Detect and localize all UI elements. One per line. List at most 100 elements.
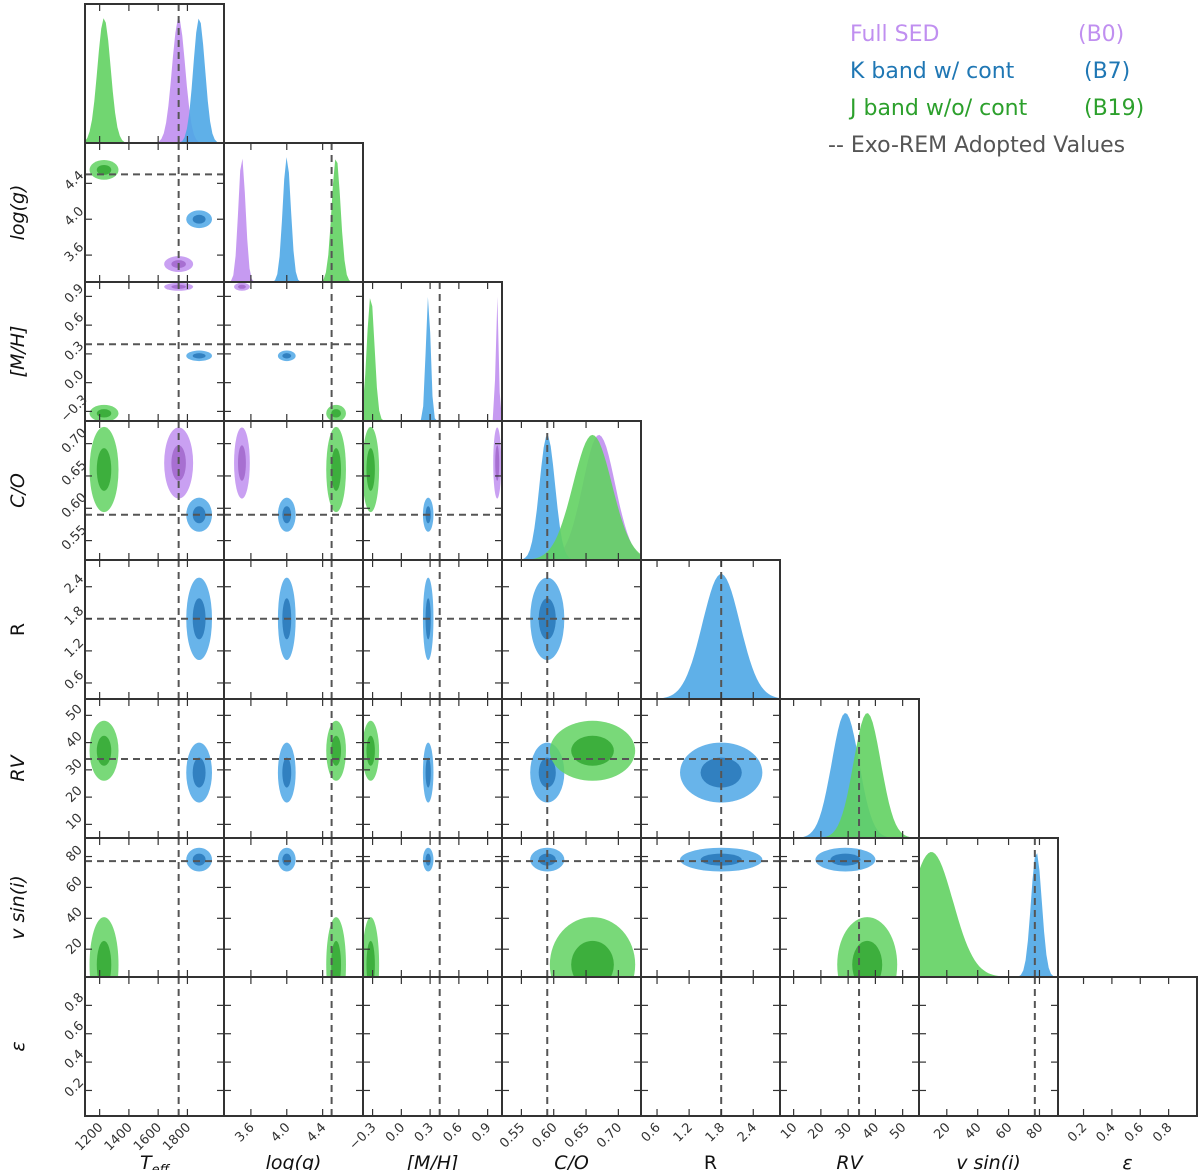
- x-tick-label: 20: [931, 1120, 953, 1142]
- contour-inner-b19: [96, 940, 112, 977]
- panel-mh-teff: [85, 282, 224, 421]
- panel-co-teff: [85, 421, 224, 560]
- marginal-b7: [224, 157, 363, 282]
- panel-frame: [501, 559, 642, 700]
- panel-vsini-mh: [363, 838, 502, 977]
- panel-logg-teff: [85, 143, 224, 282]
- panel-r-mh: [363, 560, 502, 699]
- contour-inner-b7: [282, 353, 292, 359]
- x-tick-label: 0.9: [469, 1120, 494, 1145]
- panel-frame: [1057, 976, 1198, 1117]
- panel-rv-r: [641, 699, 780, 838]
- panel-co-logg: [224, 421, 363, 560]
- marginal-b19: [85, 18, 224, 143]
- x-tick-label: 3.6: [232, 1120, 257, 1145]
- x-axis-label-rv: RV: [836, 1152, 864, 1170]
- marginal-b19: [919, 852, 1058, 977]
- contour-inner-b19: [96, 409, 112, 418]
- contour-inner-b0: [495, 445, 500, 481]
- x-tick-label: 50: [887, 1120, 909, 1142]
- legend: Full SED (B0) K band w/ cont (B7) J band…: [828, 22, 1188, 172]
- x-axis-label-eps: ε: [1122, 1152, 1132, 1170]
- contour-inner-b19: [366, 735, 375, 766]
- y-axis-label-vsini: v sin(i): [7, 875, 29, 940]
- x-tick-label: −0.3: [346, 1120, 379, 1153]
- contour-inner-b7: [538, 853, 556, 866]
- y-axis-label-eps: ε: [7, 1041, 29, 1051]
- panel-frame: [223, 281, 364, 422]
- y-tick-label: 0.9: [62, 281, 87, 306]
- contour-inner-b19: [571, 940, 614, 977]
- panel-vsini-co: [502, 838, 641, 977]
- x-tick-label: 0.0: [383, 1120, 408, 1145]
- contour-inner-b7: [425, 853, 431, 866]
- contour-inner-b19: [331, 940, 342, 977]
- panel-mh-logg: [224, 282, 363, 421]
- y-tick-label: 0.8: [62, 990, 87, 1015]
- x-axis-label-teff: Teff: [140, 1152, 171, 1170]
- panel-rv-logg: [224, 699, 363, 838]
- contour-inner-b7: [192, 853, 206, 866]
- x-tick-label: 4.4: [304, 1120, 329, 1145]
- y-tick-label: 4.4: [62, 168, 87, 193]
- contour-inner-b7: [425, 757, 431, 788]
- legend-item-reference: -- Exo-REM Adopted Values: [828, 133, 1188, 158]
- y-tick-label: 40: [63, 905, 85, 927]
- y-tick-label: 4.0: [62, 204, 87, 229]
- x-tick-label: 0.70: [594, 1120, 625, 1151]
- marginal-b7: [919, 853, 1058, 977]
- y-tick-label: 40: [63, 729, 85, 751]
- x-axis-label-co: C/O: [554, 1152, 589, 1170]
- x-tick-label: 1600: [131, 1120, 165, 1154]
- x-tick-label: 0.6: [440, 1120, 465, 1145]
- panel-frame: [223, 976, 364, 1117]
- legend-label: K band w/ cont: [850, 59, 1015, 84]
- contour-inner-b7: [282, 853, 292, 866]
- panel-rv-co: [502, 699, 641, 838]
- panel-frame: [640, 976, 781, 1117]
- marginal-b7: [780, 713, 919, 838]
- contour-inner-b19: [96, 735, 112, 766]
- panel-frame: [918, 976, 1059, 1117]
- panel-logg-logg: [224, 143, 363, 282]
- contour-inner-b19: [366, 448, 375, 491]
- panel-frame: [779, 976, 920, 1117]
- y-tick-label: 20: [63, 936, 85, 958]
- legend-code: (B7): [1084, 59, 1131, 84]
- x-axis-label-r: R: [704, 1152, 717, 1170]
- legend-label: Full SED: [850, 22, 940, 47]
- panel-frame: [84, 976, 225, 1117]
- panel-frame: [362, 420, 503, 561]
- panel-mh-mh: [363, 282, 502, 421]
- contour-inner-b0: [237, 445, 246, 481]
- contour-inner-b7: [538, 598, 556, 640]
- panel-teff-teff: [85, 4, 224, 143]
- contour-inner-b0: [237, 284, 246, 289]
- x-tick-label: 60: [993, 1120, 1015, 1142]
- legend-code: (B19): [1084, 96, 1145, 121]
- panel-vsini-teff: [85, 838, 224, 977]
- x-tick-label: 0.8: [1150, 1120, 1175, 1145]
- panel-vsini-vsini: [919, 838, 1058, 977]
- contour-inner-b7: [282, 757, 292, 788]
- panel-vsini-rv: [780, 838, 919, 977]
- x-tick-label: 1200: [72, 1120, 106, 1154]
- x-axis-label-logg: log(g): [266, 1152, 322, 1170]
- panel-r-logg: [224, 560, 363, 699]
- contour-inner-b7: [700, 853, 742, 866]
- x-tick-label: 10: [778, 1120, 800, 1142]
- x-tick-label: 0.3: [412, 1120, 437, 1145]
- y-tick-label: 0.6: [62, 310, 87, 335]
- y-tick-label: 50: [63, 702, 85, 724]
- marginal-b19: [363, 298, 502, 421]
- x-tick-label: 2.4: [735, 1120, 760, 1145]
- x-tick-label: 1.8: [703, 1120, 728, 1145]
- x-tick-label: 0.65: [562, 1120, 593, 1151]
- y-tick-label: 0.4: [62, 1047, 87, 1072]
- x-tick-label: 0.55: [497, 1120, 528, 1151]
- x-tick-label: 1800: [160, 1120, 194, 1154]
- x-tick-label: 30: [833, 1120, 855, 1142]
- series-layer: [85, 4, 1058, 1116]
- x-tick-label: 4.0: [268, 1120, 293, 1145]
